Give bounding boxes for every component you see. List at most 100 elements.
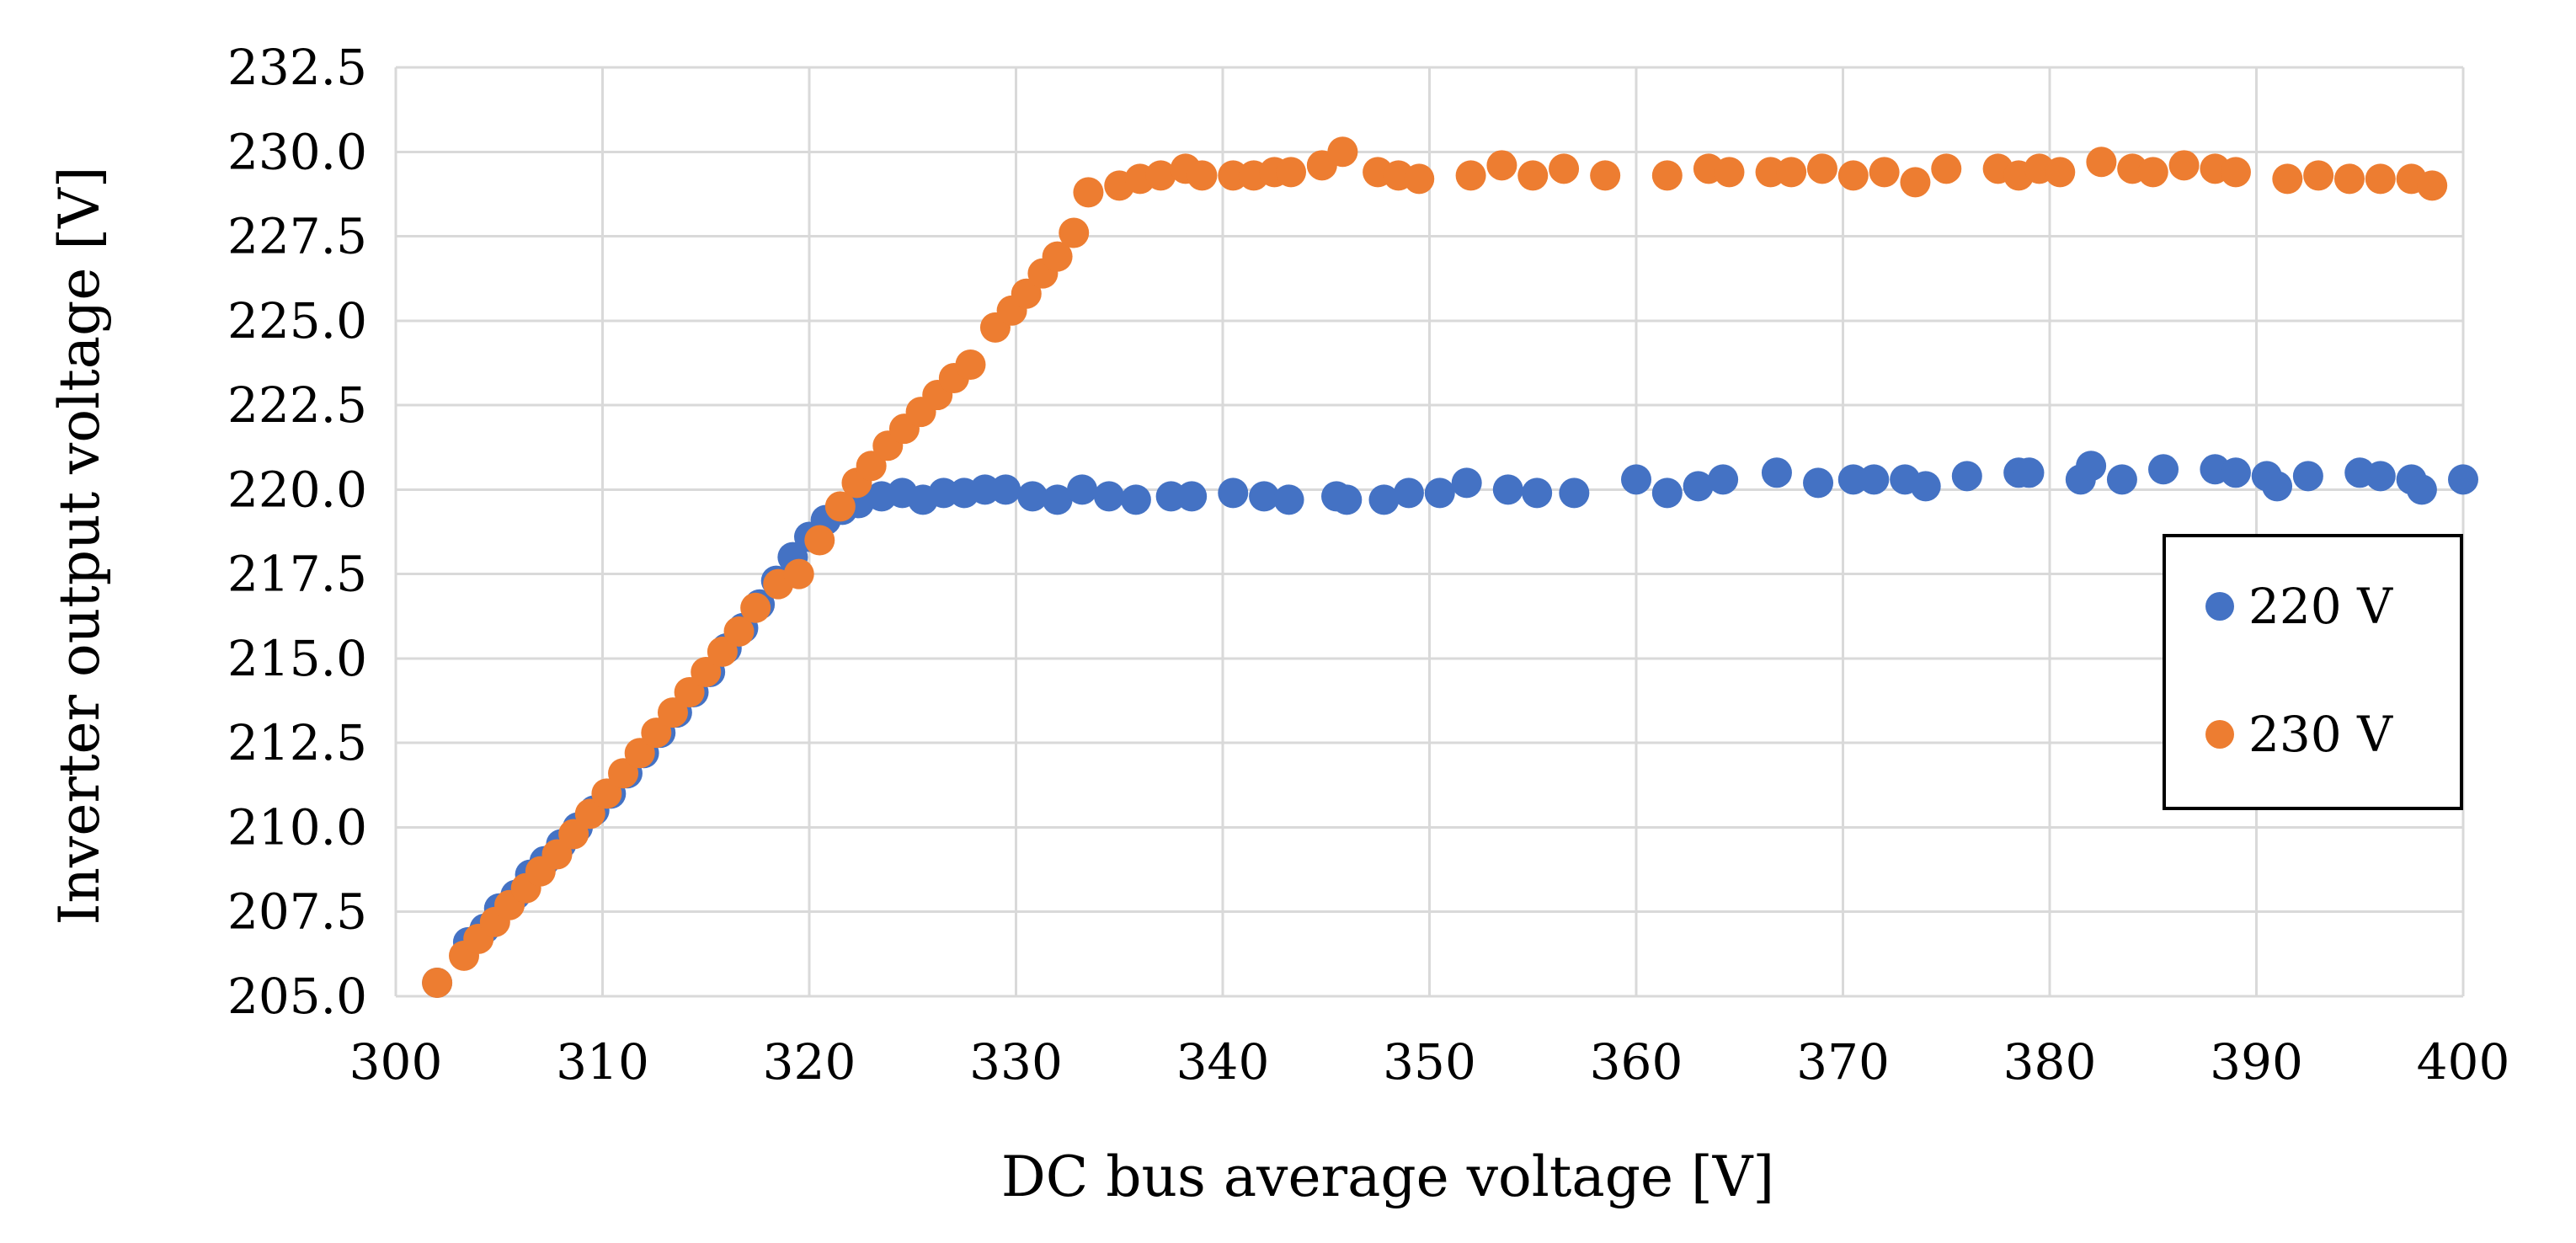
data-point-230v (2137, 157, 2168, 188)
data-point-220v (1683, 471, 1714, 502)
data-point-230v (558, 819, 589, 850)
data-point-230v (641, 718, 672, 749)
y-axis-ticks: 205.0 207.5 210.0 212.5 215.0 217.5 220.0 222.5… (227, 39, 367, 1025)
data-point-230v (1486, 150, 1517, 181)
x-tick-label: 380 (2003, 1033, 2097, 1091)
data-point-220v (2148, 454, 2179, 485)
y-tick-label: 225.0 (227, 292, 367, 349)
data-point-230v (1517, 160, 1549, 191)
data-point-230v (2303, 160, 2334, 191)
data-point-220v (1910, 471, 1941, 502)
data-point-230v (1011, 278, 1042, 309)
x-tick-label: 330 (969, 1033, 1063, 1091)
data-point-220v (1651, 477, 1683, 509)
legend: 220 V 230 V (2163, 534, 2463, 810)
data-point-230v (2168, 150, 2200, 181)
data-point-220v (1951, 461, 1982, 492)
data-point-220v (2076, 451, 2107, 482)
data-point-220v (1017, 481, 1048, 512)
x-tick-label: 360 (1590, 1033, 1683, 1091)
legend-box (2163, 534, 2463, 810)
legend-label-230v: 230 V (2248, 706, 2393, 763)
data-point-220v (1393, 477, 1424, 509)
x-tick-label: 320 (763, 1033, 856, 1091)
y-tick-label: 230.0 (227, 123, 367, 180)
data-point-220v (1042, 484, 1073, 515)
y-tick-label: 232.5 (227, 39, 367, 96)
data-point-220v (2106, 464, 2137, 495)
data-point-230v (783, 558, 814, 589)
data-point-220v (1708, 464, 1739, 495)
data-point-230v (723, 616, 755, 647)
data-point-220v (1451, 467, 1482, 499)
y-tick-label: 207.5 (227, 883, 367, 941)
data-point-230v (541, 839, 573, 870)
x-tick-label: 350 (1383, 1033, 1476, 1091)
data-point-230v (657, 697, 688, 728)
y-tick-label: 212.5 (227, 714, 367, 771)
data-point-230v (691, 656, 722, 687)
x-axis-ticks: 300 310 320 330 340 350 360 370 380 390 400 (349, 1033, 2510, 1091)
data-point-230v (1714, 157, 1745, 188)
y-axis-title: Inverter output voltage [V] (47, 166, 112, 925)
data-point-220v (2262, 471, 2293, 502)
data-point-230v (624, 738, 655, 769)
data-point-230v (1931, 153, 1962, 184)
grid (394, 66, 2465, 998)
data-point-230v (574, 798, 605, 830)
data-point-230v (1073, 177, 1104, 208)
x-tick-label: 310 (556, 1033, 649, 1091)
data-point-230v (856, 451, 887, 482)
data-point-230v (1590, 160, 1621, 191)
data-point-220v (1424, 477, 1455, 509)
data-point-230v (2365, 163, 2396, 195)
series-230v (422, 136, 2448, 998)
data-point-230v (1042, 241, 1073, 272)
data-point-220v (2365, 461, 2396, 492)
data-point-230v (674, 677, 705, 708)
data-point-230v (1651, 160, 1683, 191)
data-point-220v (1368, 484, 1400, 515)
x-tick-label: 370 (1796, 1033, 1890, 1091)
data-point-230v (1900, 167, 1931, 198)
data-point-230v (707, 636, 738, 667)
data-point-230v (1869, 157, 1900, 188)
data-point-220v (1559, 477, 1590, 509)
data-point-230v (608, 758, 639, 789)
x-tick-label: 300 (349, 1033, 443, 1091)
data-point-220v (1218, 477, 1249, 509)
data-point-230v (1776, 157, 1807, 188)
data-point-220v (1120, 484, 1151, 515)
data-point-230v (740, 592, 771, 623)
data-point-220v (1492, 474, 1523, 505)
y-tick-label: 217.5 (227, 546, 367, 603)
data-point-220v (1621, 464, 1651, 495)
x-tick-label: 400 (2417, 1033, 2510, 1091)
x-tick-label: 340 (1176, 1033, 1270, 1091)
data-point-230v (804, 525, 835, 556)
data-point-230v (1455, 160, 1486, 191)
data-point-230v (1276, 157, 1307, 188)
data-point-230v (591, 778, 622, 809)
x-axis-title: DC bus average voltage [V] (1001, 1144, 1774, 1209)
data-point-230v (2333, 163, 2365, 195)
y-tick-label: 205.0 (227, 968, 367, 1025)
legend-label-220v: 220 V (2248, 578, 2393, 635)
data-point-230v (2220, 157, 2251, 188)
data-point-220v (2013, 457, 2045, 488)
data-point-230v (2045, 157, 2076, 188)
data-point-220v (1761, 457, 1792, 488)
y-tick-label: 215.0 (227, 630, 367, 687)
data-point-220v (1093, 481, 1124, 512)
data-point-220v (1859, 464, 1890, 495)
data-point-220v (2292, 461, 2323, 492)
data-point-220v (2406, 474, 2437, 505)
data-point-220v (1249, 481, 1280, 512)
data-point-230v (1327, 136, 1358, 168)
data-point-230v (1059, 217, 1090, 248)
data-point-220v (990, 474, 1021, 505)
data-point-220v (1067, 474, 1098, 505)
data-point-230v (2086, 147, 2117, 178)
data-point-230v (2417, 170, 2448, 201)
